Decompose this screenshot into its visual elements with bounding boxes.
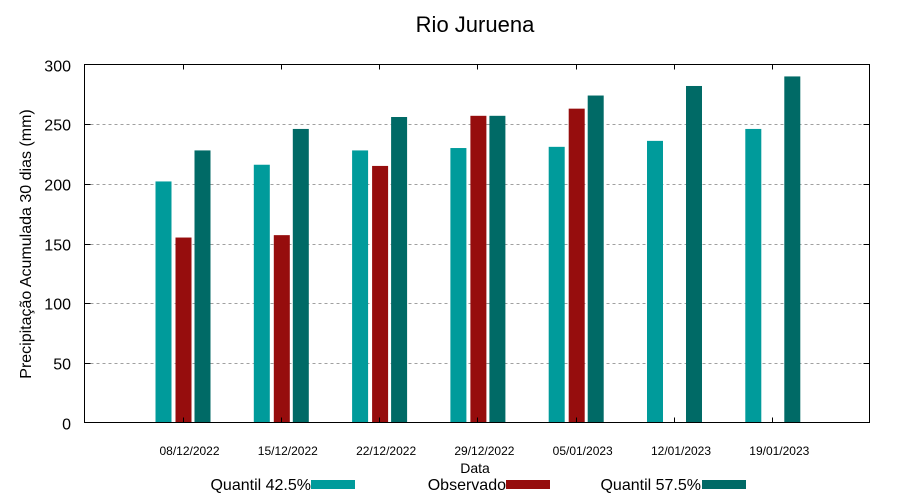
bar-quantil-57-5-: [784, 76, 801, 423]
x-tick-label: 15/12/2022: [258, 444, 318, 458]
legend-label: Quantil 57.5%: [600, 477, 701, 494]
y-tick-label: 0: [62, 417, 71, 434]
y-tick-label: 250: [44, 118, 71, 135]
bar-quantil-42-5-: [548, 146, 565, 423]
bar-quantil-57-5-: [391, 117, 408, 423]
y-tick-label: 200: [44, 178, 71, 195]
legend-swatch: [702, 480, 746, 489]
y-axis-ticks: 0 50 100 150 200 250 300: [44, 59, 870, 434]
chart-title: Rio Juruena: [416, 12, 535, 37]
bar-series: [155, 76, 801, 423]
legend-item: Observado: [428, 477, 550, 494]
legend-label: Quantil 42.5%: [210, 477, 311, 494]
y-tick-label: 100: [44, 297, 71, 314]
bar-observado: [372, 165, 389, 423]
bar-quantil-57-5-: [292, 128, 309, 423]
bar-observado: [568, 108, 585, 423]
bar-quantil-57-5-: [489, 115, 506, 423]
x-top-ticks: [183, 64, 773, 70]
x-tick-label: 22/12/2022: [356, 444, 416, 458]
y-axis-label: Precipitação Acumulada 30 dias (mm): [18, 109, 35, 378]
x-axis-label: Data: [460, 460, 490, 476]
legend-swatch: [506, 480, 550, 489]
bar-quantil-42-5-: [253, 164, 270, 423]
bar-quantil-42-5-: [450, 148, 467, 423]
legend-item: Quantil 57.5%: [600, 477, 746, 494]
legend: Quantil 42.5% Observado Quantil 57.5%: [210, 477, 746, 494]
x-tick-label: 19/01/2023: [749, 444, 809, 458]
legend-label: Observado: [428, 477, 506, 494]
bar-quantil-42-5-: [647, 140, 663, 423]
x-tick-label: 05/01/2023: [553, 444, 613, 458]
legend-swatch: [311, 480, 355, 489]
y-tick-label: 300: [44, 59, 71, 76]
x-axis-ticks: 08/12/2022 15/12/2022 22/12/2022 29/12/2022…: [159, 417, 810, 458]
bar-quantil-42-5-: [745, 128, 762, 423]
y-tick-label: 50: [53, 357, 71, 374]
x-tick-label: 08/12/2022: [159, 444, 219, 458]
bar-quantil-57-5-: [587, 95, 604, 423]
y-tick-label: 150: [44, 238, 71, 255]
bar-quantil-42-5-: [352, 150, 369, 423]
bar-quantil-42-5-: [155, 181, 172, 423]
legend-item: Quantil 42.5%: [210, 477, 355, 494]
bar-observado: [273, 235, 290, 423]
bar-observado: [175, 237, 192, 423]
x-tick-label: 29/12/2022: [454, 444, 514, 458]
bar-observado: [470, 115, 487, 423]
bar-quantil-57-5-: [686, 85, 702, 423]
bar-quantil-57-5-: [194, 150, 211, 423]
x-tick-label: 12/01/2023: [651, 444, 711, 458]
